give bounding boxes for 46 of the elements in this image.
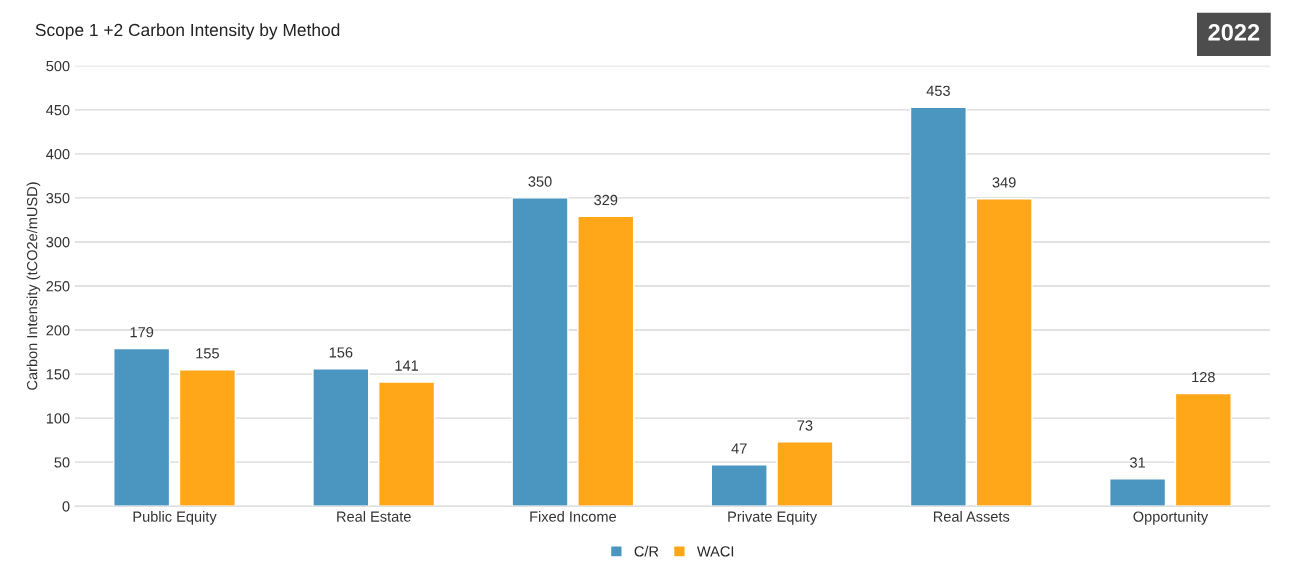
y-tick-label: 50 — [54, 457, 70, 468]
y-tick-label: 100 — [46, 413, 70, 424]
legend-label: C/R — [634, 545, 659, 557]
y-tick-label: 150 — [46, 369, 70, 380]
bar — [113, 347, 171, 507]
data-label: 349 — [992, 177, 1016, 188]
x-tick-label: Real Estate — [337, 511, 411, 522]
x-tick-label: Fixed Income — [530, 511, 617, 522]
bar — [710, 464, 768, 507]
chart-title: Scope 1 +2 Carbon Intensity by Method — [35, 23, 340, 40]
data-label: 453 — [926, 85, 950, 96]
x-tick-label: Public Equity — [133, 511, 217, 525]
bar — [909, 106, 967, 507]
bar — [776, 441, 834, 507]
legend-label: WACI — [696, 546, 734, 557]
x-tick-label: Opportunity — [1133, 511, 1209, 525]
data-label: 329 — [594, 194, 618, 206]
bar — [377, 381, 436, 507]
data-label: 350 — [528, 176, 552, 187]
y-tick-label: 300 — [46, 237, 70, 248]
y-tick-label: 500 — [46, 60, 70, 72]
data-label: 47 — [731, 443, 747, 454]
y-tick-label: 400 — [46, 148, 70, 160]
bar — [511, 197, 569, 507]
bar — [1108, 478, 1167, 507]
bar — [178, 368, 236, 507]
y-tick-label: 250 — [46, 281, 70, 292]
data-label: 155 — [196, 348, 219, 359]
y-tick-label: 200 — [46, 325, 70, 336]
x-tick-label: Private Equity — [728, 511, 818, 525]
y-tick-label: 450 — [46, 104, 70, 116]
data-label: 141 — [395, 360, 419, 371]
data-label: 128 — [1192, 371, 1215, 383]
bar — [577, 215, 635, 507]
data-label: 73 — [797, 420, 813, 431]
data-label: 156 — [329, 347, 353, 358]
bar — [1174, 392, 1232, 507]
data-label: 31 — [1130, 457, 1145, 468]
x-tick-label: Real Assets — [933, 511, 1010, 522]
data-label: 179 — [130, 327, 154, 338]
y-axis-title: Carbon Intensity (tCO2e/mUSD) — [26, 182, 41, 390]
y-tick-label: 0 — [62, 501, 70, 512]
y-tick-label: 350 — [46, 193, 70, 204]
text: 2022 — [1208, 23, 1260, 41]
bar — [975, 198, 1033, 507]
bar — [312, 368, 370, 507]
